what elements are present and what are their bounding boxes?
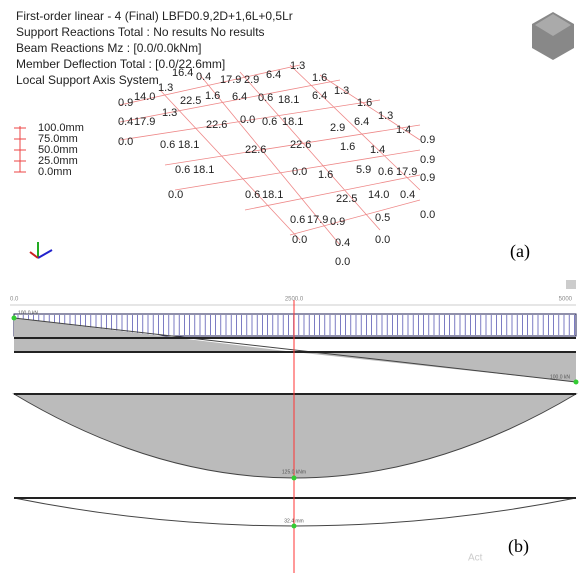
node-label: 0.9 (420, 154, 435, 166)
panel-label: (b) (508, 536, 529, 557)
node-label: 0.0 (240, 114, 255, 126)
node-label: 1.6 (312, 72, 327, 84)
node-label: 22.6 (290, 139, 311, 151)
node-label: 0.5 (375, 212, 390, 224)
node-label: 0.0 (118, 136, 133, 148)
node-label: 1.4 (370, 144, 385, 156)
node-label: 0.0 (292, 166, 307, 178)
node-label: 0.9 (118, 97, 133, 109)
header-line: Member Deflection Total : [0.0/22.6mm] (16, 57, 225, 71)
node-label: 6.4 (266, 69, 281, 81)
node-label: 17.9 (134, 116, 155, 128)
node-label: 0.9 (420, 134, 435, 146)
node-label: 6.4 (312, 90, 327, 102)
node-label: 6.4 (354, 116, 369, 128)
watermark: Act (468, 553, 483, 564)
node-label: 14.0 (368, 189, 389, 201)
node-label: 0.9 (420, 172, 435, 184)
node-label: 0.0 (420, 209, 435, 221)
panel-button[interactable] (566, 280, 576, 289)
node-label: 0.4 (196, 71, 211, 83)
shear-label: 100.0 kN (18, 310, 38, 316)
legend-label: 0.0mm (38, 166, 72, 178)
header-line: Support Reactions Total : No results No … (16, 25, 265, 39)
node-label: 0.0 (168, 189, 183, 201)
node-label: 0.9 (330, 216, 345, 228)
node-label: 22.5 (180, 95, 201, 107)
node-label: 1.6 (357, 97, 372, 109)
node-label: 22.5 (336, 193, 357, 205)
legend-scale (14, 126, 26, 172)
node-label: 1.4 (396, 124, 411, 136)
node-label: 0.0 (335, 256, 350, 268)
header-line: Beam Reactions Mz : [0.0/0.0kNm] (16, 41, 201, 55)
figure: First-order linear - 4 (Final) LBFD0.9,2… (0, 0, 579, 573)
ruler-label: 2500.0 (285, 297, 304, 303)
node-label: 18.1 (278, 94, 299, 106)
node-label: 22.6 (206, 119, 227, 131)
node-label: 0.6 (245, 189, 260, 201)
node-label: 17.9 (220, 74, 241, 86)
node-label: 22.6 (245, 144, 266, 156)
node-label: 1.6 (205, 90, 220, 102)
node-label: 0.0 (375, 234, 390, 246)
node-label: 1.3 (378, 110, 393, 122)
node-label: 6.4 (232, 91, 247, 103)
node-label: 0.6 (290, 214, 305, 226)
panel-label: (a) (510, 241, 530, 262)
node-label: 5.9 (356, 164, 371, 176)
node-label: 0.4 (335, 237, 350, 249)
node-label: 0.4 (118, 116, 133, 128)
axis-icon (30, 242, 52, 258)
node-label: 1.3 (290, 60, 305, 72)
node-label: 0.0 (292, 234, 307, 246)
header-line: First-order linear - 4 (Final) LBFD0.9,2… (16, 9, 293, 23)
panel-b (0, 278, 579, 573)
node-label: 1.6 (318, 169, 333, 181)
ruler-label: 0.0 (10, 297, 19, 303)
node-label: 1.3 (158, 82, 173, 94)
node-label: 18.1 (178, 139, 199, 151)
node-label: 1.6 (340, 141, 355, 153)
node-label: 0.6 (160, 139, 175, 151)
node-label: 1.3 (162, 107, 177, 119)
node-label: 16.4 (172, 67, 193, 79)
node-label: 0.6 (258, 92, 273, 104)
moment-label: 125.0 kNm (282, 469, 306, 475)
node-label: 0.4 (400, 189, 415, 201)
deflection-label: 32.4 mm (284, 518, 303, 524)
node-label: 17.9 (307, 214, 328, 226)
node-label: 0.6 (262, 116, 277, 128)
ruler-label: 5000 (559, 297, 573, 303)
cube-icon (532, 12, 574, 60)
header-line: Local Support Axis System (16, 73, 159, 87)
node-label: 2.9 (244, 74, 259, 86)
node-label: 1.3 (334, 85, 349, 97)
node-label: 18.1 (282, 116, 303, 128)
node-label: 2.9 (330, 122, 345, 134)
node-label: 0.6 (378, 166, 393, 178)
node-label: 0.6 (175, 164, 190, 176)
node-label: 18.1 (193, 164, 214, 176)
shear-label: 100.0 kN (550, 374, 570, 380)
node-label: 18.1 (262, 189, 283, 201)
node-label: 14.0 (134, 91, 155, 103)
node-label: 17.9 (396, 166, 417, 178)
